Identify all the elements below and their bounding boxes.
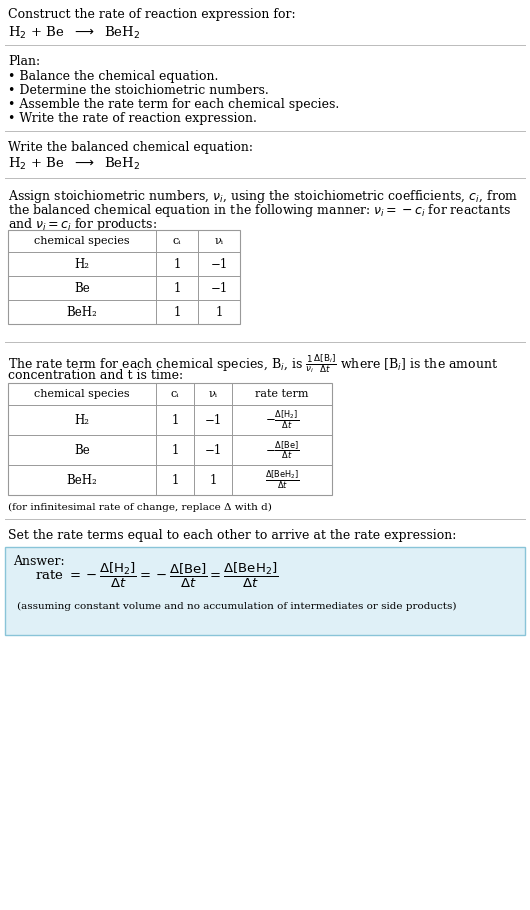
FancyBboxPatch shape [5,547,525,635]
Text: −1: −1 [205,443,222,457]
Text: Set the rate terms equal to each other to arrive at the rate expression:: Set the rate terms equal to each other t… [8,529,456,542]
Text: −1: −1 [210,281,227,295]
Text: 1: 1 [215,306,223,318]
Text: chemical species: chemical species [34,236,130,246]
Text: 1: 1 [173,306,181,318]
Text: 1: 1 [171,443,179,457]
Text: H$_2$ + Be  $\longrightarrow$  BeH$_2$: H$_2$ + Be $\longrightarrow$ BeH$_2$ [8,25,140,41]
Text: −1: −1 [210,258,227,270]
Text: (assuming constant volume and no accumulation of intermediates or side products): (assuming constant volume and no accumul… [17,602,456,612]
Text: Be: Be [74,443,90,457]
Text: chemical species: chemical species [34,389,130,399]
Text: (for infinitesimal rate of change, replace Δ with d): (for infinitesimal rate of change, repla… [8,503,272,512]
Text: H$_2$ + Be  $\longrightarrow$  BeH$_2$: H$_2$ + Be $\longrightarrow$ BeH$_2$ [8,156,140,172]
Bar [8,383,332,495]
Text: Plan:: Plan: [8,55,40,68]
Text: rate term: rate term [255,389,309,399]
Text: $-\frac{\Delta[\mathrm{H_2}]}{\Delta t}$: $-\frac{\Delta[\mathrm{H_2}]}{\Delta t}$ [265,409,299,431]
Text: 1: 1 [171,413,179,427]
Text: and $\nu_i = c_i$ for products:: and $\nu_i = c_i$ for products: [8,216,157,233]
Text: 1: 1 [173,258,181,270]
Text: H₂: H₂ [75,413,90,427]
Text: Assign stoichiometric numbers, $\nu_i$, using the stoichiometric coefficients, $: Assign stoichiometric numbers, $\nu_i$, … [8,188,518,205]
Text: $\frac{\Delta[\mathrm{BeH_2}]}{\Delta t}$: $\frac{\Delta[\mathrm{BeH_2}]}{\Delta t}… [264,469,299,491]
Text: H₂: H₂ [75,258,90,270]
Text: νᵢ: νᵢ [208,389,217,399]
Text: $-\frac{\Delta[\mathrm{Be}]}{\Delta t}$: $-\frac{\Delta[\mathrm{Be}]}{\Delta t}$ [264,440,299,460]
Text: BeH₂: BeH₂ [67,473,98,487]
Text: Answer:: Answer: [13,555,65,568]
Text: • Write the rate of reaction expression.: • Write the rate of reaction expression. [8,112,257,125]
Text: Construct the rate of reaction expression for:: Construct the rate of reaction expressio… [8,8,296,21]
Text: 1: 1 [173,281,181,295]
Text: rate $= -\dfrac{\Delta[\mathrm{H_2}]}{\Delta t} = -\dfrac{\Delta[\mathrm{Be}]}{\: rate $= -\dfrac{\Delta[\mathrm{H_2}]}{\D… [35,561,279,590]
Text: concentration and t is time:: concentration and t is time: [8,369,183,382]
Text: cᵢ: cᵢ [173,236,181,246]
Text: the balanced chemical equation in the following manner: $\nu_i = -c_i$ for react: the balanced chemical equation in the fo… [8,202,511,219]
Text: Be: Be [74,281,90,295]
Text: νᵢ: νᵢ [215,236,224,246]
Text: 1: 1 [171,473,179,487]
Text: −1: −1 [205,413,222,427]
Text: 1: 1 [209,473,217,487]
Text: cᵢ: cᵢ [171,389,179,399]
Text: BeH₂: BeH₂ [67,306,98,318]
Text: • Assemble the rate term for each chemical species.: • Assemble the rate term for each chemic… [8,98,339,111]
Text: • Determine the stoichiometric numbers.: • Determine the stoichiometric numbers. [8,84,269,97]
Text: The rate term for each chemical species, B$_i$, is $\frac{1}{\nu_i}\frac{\Delta[: The rate term for each chemical species,… [8,352,498,375]
Text: Write the balanced chemical equation:: Write the balanced chemical equation: [8,141,253,154]
Text: • Balance the chemical equation.: • Balance the chemical equation. [8,70,218,83]
Bar [8,230,240,324]
